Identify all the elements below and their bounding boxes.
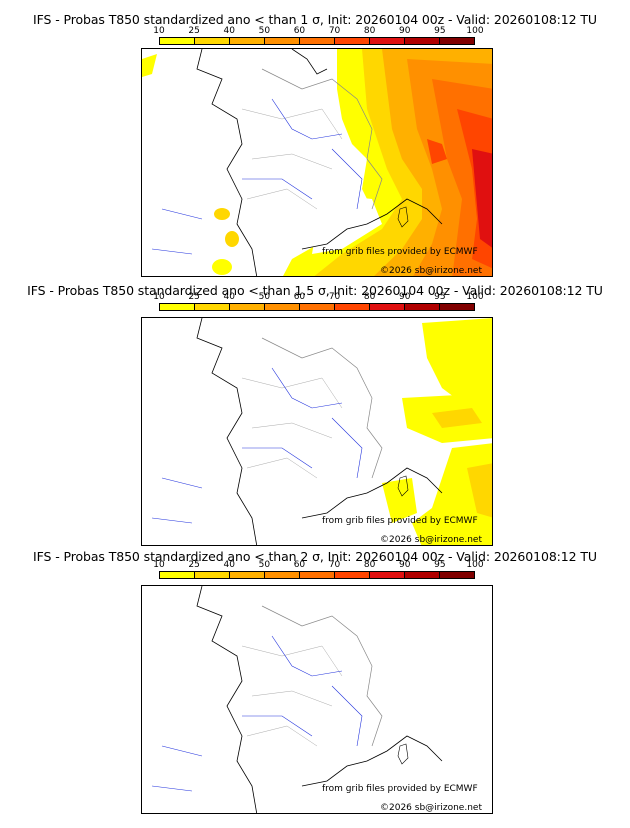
colorbar-tick-label: 25	[188, 292, 200, 302]
panel-title: IFS - Probas T850 standardized ano < tha…	[33, 549, 597, 564]
colorbar-swatches	[159, 303, 475, 311]
colorbar-swatch	[440, 38, 474, 44]
colorbar-swatch	[370, 304, 405, 310]
colorbar-tick-label: 80	[363, 560, 376, 570]
colorbar-swatch	[265, 304, 300, 310]
colorbar-swatch	[265, 38, 300, 44]
colorbar-ticks: 10 25 40 50 60 70 80 90 95 100	[153, 26, 483, 36]
colorbar-tick-label: 95	[434, 26, 446, 36]
colorbar-swatch	[300, 38, 335, 44]
colorbar-tick-label: 95	[434, 560, 446, 570]
colorbar-tick-label: 80	[363, 26, 376, 36]
colorbar-swatches	[159, 571, 475, 579]
colorbar-tick-label: 50	[258, 26, 271, 36]
map-graphic	[142, 49, 492, 276]
colorbar-tick-label: 60	[293, 26, 306, 36]
colorbar-swatch	[405, 304, 440, 310]
probability-map: from grib files provided by ECMWF ©2026 …	[141, 48, 493, 277]
colorbar: 10 25 40 50 60 70 80 90 95 100	[153, 26, 484, 45]
colorbar-swatch	[195, 304, 230, 310]
colorbar-tick-label: 90	[399, 292, 411, 302]
credit-copyright: ©2026 sb@irizone.net	[380, 535, 482, 545]
colorbar-tick-label: 25	[188, 560, 200, 570]
colorbar-ticks: 10 25 40 50 60 70 80 90 95 100	[153, 292, 483, 302]
credit-source: from grib files provided by ECMWF	[322, 247, 478, 257]
colorbar-swatch	[195, 38, 230, 44]
colorbar-swatch	[195, 572, 230, 578]
colorbar-swatch	[160, 38, 195, 44]
colorbar-swatch	[405, 38, 440, 44]
colorbar-tick-label: 60	[293, 292, 306, 302]
credit-copyright: ©2026 sb@irizone.net	[380, 266, 482, 276]
credit-copyright: ©2026 sb@irizone.net	[380, 803, 482, 813]
colorbar-swatch	[230, 304, 265, 310]
colorbar-swatch	[440, 572, 474, 578]
map-graphic	[151, 318, 492, 545]
colorbar-tick-label: 80	[363, 292, 376, 302]
colorbar-swatch	[160, 304, 195, 310]
colorbar-tick-label: 100	[466, 26, 484, 36]
colorbar-swatch	[335, 304, 370, 310]
colorbar-swatch	[230, 38, 265, 44]
colorbar-tick-label: 40	[223, 26, 235, 36]
colorbar-tick-label: 10	[153, 560, 165, 570]
colorbar-swatches	[159, 37, 475, 45]
colorbar-tick-label: 50	[258, 560, 271, 570]
colorbar-tick-label: 95	[434, 292, 446, 302]
colorbar-swatch	[405, 572, 440, 578]
colorbar-swatch	[370, 572, 405, 578]
credit-source: from grib files provided by ECMWF	[322, 516, 478, 526]
colorbar-tick-label: 25	[188, 26, 200, 36]
colorbar-swatch	[300, 572, 335, 578]
colorbar-tick-label: 40	[223, 292, 235, 302]
colorbar-swatch	[160, 572, 195, 578]
colorbar: 10 25 40 50 60 70 80 90 95 100	[153, 292, 484, 311]
probability-map: from grib files provided by ECMWF ©2026 …	[141, 317, 493, 546]
colorbar-tick-label: 100	[466, 560, 484, 570]
colorbar-tick-label: 70	[328, 26, 341, 36]
colorbar-swatch	[370, 38, 405, 44]
colorbar-swatch	[335, 572, 370, 578]
colorbar-tick-label: 50	[258, 292, 271, 302]
colorbar-tick-label: 70	[328, 292, 341, 302]
colorbar-tick-label: 90	[399, 560, 411, 570]
colorbar-tick-label: 10	[153, 292, 165, 302]
colorbar: 10 25 40 50 60 70 80 90 95 100	[153, 560, 484, 579]
panel-title: IFS - Probas T850 standardized ano < tha…	[27, 283, 603, 298]
colorbar-tick-label: 90	[399, 26, 411, 36]
probability-map: from grib files provided by ECMWF ©2026 …	[141, 585, 493, 814]
colorbar-ticks: 10 25 40 50 60 70 80 90 95 100	[153, 560, 483, 570]
colorbar-tick-label: 10	[153, 26, 165, 36]
colorbar-tick-label: 60	[293, 560, 306, 570]
colorbar-tick-label: 40	[223, 560, 235, 570]
colorbar-tick-label: 70	[328, 560, 341, 570]
colorbar-swatch	[300, 304, 335, 310]
colorbar-swatch	[230, 572, 265, 578]
panel-title: IFS - Probas T850 standardized ano < tha…	[33, 12, 597, 27]
credit-source: from grib files provided by ECMWF	[322, 784, 478, 794]
colorbar-swatch	[265, 572, 300, 578]
colorbar-tick-label: 100	[466, 292, 484, 302]
map-graphic	[151, 586, 443, 813]
colorbar-swatch	[335, 38, 370, 44]
colorbar-swatch	[440, 304, 474, 310]
